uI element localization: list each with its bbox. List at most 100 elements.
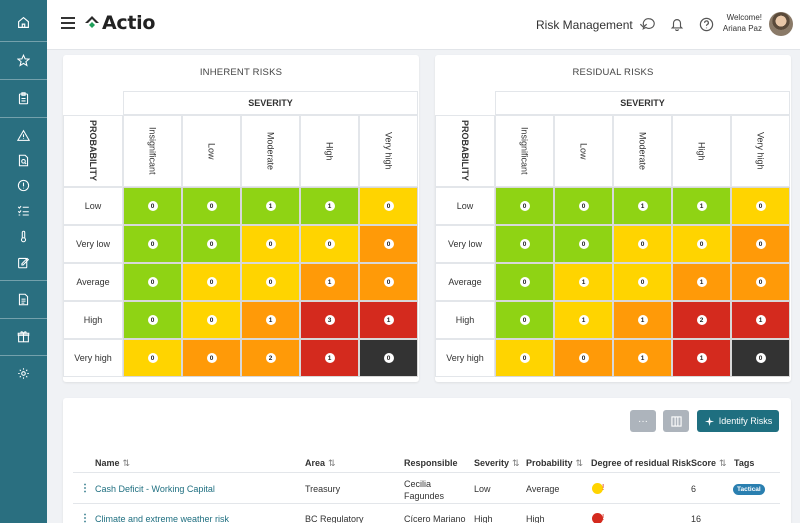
risk-matrix-cell[interactable]: 0 xyxy=(731,263,790,301)
risk-matrix-cell[interactable]: 1 xyxy=(241,187,300,225)
risk-matrix-cell[interactable]: 0 xyxy=(359,225,418,263)
risk-matrix-cell[interactable]: 0 xyxy=(731,225,790,263)
risk-count-badge: 1 xyxy=(265,201,276,211)
column-header-score[interactable]: Score ⇅ xyxy=(691,458,727,468)
severity-level-label: Low xyxy=(206,142,217,160)
risk-matrix-cell[interactable]: 0 xyxy=(613,263,672,301)
risk-count-badge: 1 xyxy=(755,315,766,325)
risk-matrix-cell[interactable]: 2 xyxy=(241,339,300,377)
risk-matrix-cell[interactable]: 0 xyxy=(182,301,241,339)
risk-matrix-cell[interactable]: 1 xyxy=(359,301,418,339)
risk-matrix-cell[interactable]: 1 xyxy=(241,301,300,339)
risk-matrix-cell[interactable]: 0 xyxy=(554,225,613,263)
risk-matrix-cell[interactable]: 0 xyxy=(182,225,241,263)
risk-matrix-cell[interactable]: 0 xyxy=(182,263,241,301)
risk-matrix-cell[interactable]: 0 xyxy=(613,225,672,263)
risk-matrix-cell[interactable]: 2 xyxy=(672,301,731,339)
gift-icon[interactable] xyxy=(0,326,47,346)
risk-matrix-cell[interactable]: 1 xyxy=(300,339,359,377)
home-icon[interactable] xyxy=(0,12,47,32)
risk-matrix-cell[interactable]: 0 xyxy=(123,301,182,339)
chat-icon[interactable] xyxy=(641,16,657,32)
clipboard-icon[interactable] xyxy=(0,88,47,108)
risk-matrix-cell[interactable]: 0 xyxy=(495,339,554,377)
column-header-severity[interactable]: Severity ⇅ xyxy=(474,458,520,468)
severity-level-label: High xyxy=(324,141,335,161)
probability-row-label: Average xyxy=(435,263,495,301)
risk-matrix-cell[interactable]: 0 xyxy=(495,225,554,263)
risk-matrix-cell[interactable]: 0 xyxy=(123,263,182,301)
risk-matrix-cell[interactable]: 3 xyxy=(300,301,359,339)
risk-matrix-cell[interactable]: 1 xyxy=(554,301,613,339)
module-selector[interactable]: Risk Management xyxy=(536,18,648,32)
probability-label: PROBABILITY xyxy=(460,120,470,182)
edit-doc-icon[interactable] xyxy=(0,252,47,272)
column-header-name[interactable]: Name ⇅ xyxy=(95,458,131,468)
risk-matrix-cell[interactable]: 0 xyxy=(495,187,554,225)
risk-matrix-cell[interactable]: 1 xyxy=(554,263,613,301)
sparkle-icon xyxy=(704,416,714,426)
hamburger-menu-icon[interactable] xyxy=(61,17,75,29)
risk-matrix-cell[interactable]: 1 xyxy=(613,187,672,225)
risk-matrix-cell[interactable]: 1 xyxy=(613,301,672,339)
risk-matrix-cell[interactable]: 0 xyxy=(554,187,613,225)
risk-matrix-cell[interactable]: 0 xyxy=(123,187,182,225)
risk-matrix-cell[interactable]: 1 xyxy=(672,263,731,301)
risk-matrix-cell[interactable]: 0 xyxy=(495,263,554,301)
document-icon[interactable] xyxy=(0,289,47,309)
actio-logo-icon xyxy=(85,16,99,28)
welcome-block: Welcome! Ariana Paz xyxy=(702,12,762,34)
probability-row-label: Very high xyxy=(63,339,123,377)
risk-area: BC Regulatory xyxy=(305,514,364,523)
more-options-button[interactable]: ··· xyxy=(630,410,656,432)
risk-matrix-cell[interactable]: 0 xyxy=(123,225,182,263)
risk-matrix-cell[interactable]: 1 xyxy=(300,263,359,301)
file-search-icon[interactable] xyxy=(0,150,47,170)
columns-toggle-button[interactable] xyxy=(663,410,689,432)
row-actions-icon[interactable]: ⋮ xyxy=(80,483,90,494)
risk-matrix-cell[interactable]: 0 xyxy=(731,339,790,377)
risk-matrix-cell[interactable]: 0 xyxy=(182,339,241,377)
risk-name-link[interactable]: Cash Deficit - Working Capital xyxy=(95,484,215,494)
risk-matrix-cell[interactable]: 1 xyxy=(300,187,359,225)
checklist-icon[interactable] xyxy=(0,200,47,220)
bell-icon[interactable] xyxy=(669,16,685,32)
alert-circle-icon[interactable] xyxy=(0,175,47,195)
risk-count-badge: 0 xyxy=(519,315,530,325)
risk-matrix-cell[interactable]: 0 xyxy=(182,187,241,225)
risk-matrix-cell[interactable]: 1 xyxy=(672,339,731,377)
risk-matrix-cell[interactable]: 1 xyxy=(613,339,672,377)
column-header-probability[interactable]: Probability ⇅ xyxy=(526,458,584,468)
risk-matrix-cell[interactable]: 0 xyxy=(123,339,182,377)
app-logo[interactable]: Actio xyxy=(84,12,155,34)
risk-matrix-cell[interactable]: 1 xyxy=(731,301,790,339)
risk-matrix-cell[interactable]: 0 xyxy=(554,339,613,377)
risk-count-badge: 0 xyxy=(206,201,217,211)
risk-matrix-cell[interactable]: 0 xyxy=(495,301,554,339)
row-actions-icon[interactable]: ⋮ xyxy=(80,513,90,523)
avatar[interactable] xyxy=(769,12,793,36)
warning-icon[interactable] xyxy=(0,125,47,145)
help-icon[interactable] xyxy=(698,16,714,32)
settings-icon[interactable] xyxy=(0,363,47,383)
risk-matrix-cell[interactable]: 0 xyxy=(300,225,359,263)
risk-count-badge: 2 xyxy=(265,353,276,363)
risk-count-badge: 1 xyxy=(637,315,648,325)
risk-matrix-cell[interactable]: 0 xyxy=(359,339,418,377)
risk-matrix-cell[interactable]: 0 xyxy=(731,187,790,225)
risk-matrix-cell[interactable]: 0 xyxy=(359,187,418,225)
risk-name-link[interactable]: Climate and extreme weather risk xyxy=(95,514,230,523)
column-header-area[interactable]: Area ⇅ xyxy=(305,458,336,468)
thermometer-icon[interactable] xyxy=(0,226,47,246)
star-icon[interactable] xyxy=(0,50,47,70)
tag-badge[interactable]: Tactical xyxy=(733,484,765,495)
risk-matrix-cell[interactable]: 0 xyxy=(359,263,418,301)
risk-count-badge: 1 xyxy=(383,315,394,325)
identify-risks-button[interactable]: Identify Risks xyxy=(697,410,779,432)
risk-matrix-cell[interactable]: 0 xyxy=(241,263,300,301)
severity-level-label: High xyxy=(696,141,707,161)
risk-matrix-cell[interactable]: 0 xyxy=(241,225,300,263)
risk-matrix-cell[interactable]: 1 xyxy=(672,187,731,225)
top-header: Actio Risk Management Welcome! Ariana Pa… xyxy=(47,0,800,50)
risk-matrix-cell[interactable]: 0 xyxy=(672,225,731,263)
